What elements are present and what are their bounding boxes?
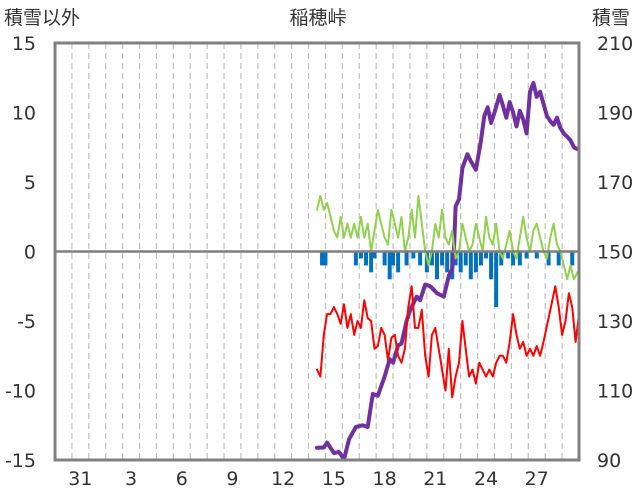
precip-bars (320, 251, 575, 308)
precip-bar (524, 251, 529, 259)
x-tick-label: 27 (525, 468, 549, 490)
precip-bar (369, 251, 374, 273)
change-line (316, 194, 579, 281)
y-right-tick-label: 170 (597, 172, 633, 194)
x-tick-label: 24 (474, 468, 498, 490)
y-left-tick-label: -10 (5, 381, 36, 403)
precip-bar (404, 251, 409, 266)
precip-bar (440, 251, 445, 266)
x-tick-label: 12 (271, 468, 295, 490)
precip-bar (429, 251, 434, 266)
precip-bar (473, 251, 478, 273)
precip-bar (494, 251, 499, 308)
precip-bar (511, 251, 516, 266)
y-left-tick-label: 15 (12, 33, 36, 55)
precip-bar (364, 251, 369, 266)
precip-bar (468, 251, 473, 280)
precip-bar (358, 251, 363, 259)
precip-bar (463, 251, 468, 266)
x-tick-label: 31 (68, 468, 92, 490)
precip-bar (435, 251, 440, 280)
x-tick-label: 18 (373, 468, 397, 490)
y-left-tick-label: 0 (24, 242, 36, 264)
precip-bar (517, 251, 522, 266)
precip-bar (353, 251, 358, 266)
plot-frame (53, 41, 581, 462)
precip-bar (411, 251, 416, 259)
precip-bar (556, 251, 561, 266)
y-right-tick-label: 90 (597, 450, 621, 472)
precip-bar (323, 251, 328, 266)
precip-bar (499, 251, 504, 266)
chart-title: 稲穂峠 (289, 7, 346, 29)
y-left-tick-label: 5 (24, 172, 36, 194)
precip-bar (382, 251, 387, 266)
precip-bar (445, 251, 450, 273)
x-tick-label: 21 (423, 468, 447, 490)
x-tick-label: 6 (176, 468, 188, 490)
series-lines (315, 81, 580, 462)
right-axis-title: 積雪 (592, 7, 630, 29)
y-right-tick-label: 130 (597, 311, 633, 333)
precip-bar (391, 251, 396, 266)
precip-bar (320, 251, 325, 266)
precip-bar (484, 251, 489, 259)
temperature-line (316, 285, 580, 399)
precip-bar (546, 251, 551, 266)
y-right-tick-label: 190 (597, 103, 633, 125)
precip-bar (478, 251, 483, 266)
left-axis-title: 積雪以外 (4, 7, 80, 29)
x-tick-label: 15 (322, 468, 346, 490)
axes: 15 10 5 0 -5 -10 -15 210 190 170 150 130 110 90 31 3 6 9 1… (5, 33, 633, 490)
y-left-tick-label: 10 (12, 103, 36, 125)
y-right-tick-label: 150 (597, 242, 633, 264)
snow_depth-line (315, 81, 580, 462)
precip-bar (396, 251, 401, 273)
x-tick-label: 3 (125, 468, 137, 490)
precip-bar (489, 251, 494, 280)
y-right-tick-label: 210 (597, 33, 633, 55)
precip-bar (372, 251, 377, 259)
precip-bar (506, 251, 511, 259)
precip-bar (570, 251, 575, 266)
precip-bar (458, 251, 463, 273)
precip-bar (418, 251, 423, 266)
y-left-tick-label: -5 (17, 311, 36, 333)
precip-bar (534, 251, 539, 259)
y-left-tick-label: -15 (5, 450, 36, 472)
y-right-tick-label: 110 (597, 381, 633, 403)
x-tick-label: 9 (226, 468, 238, 490)
precip-bar (387, 251, 392, 280)
